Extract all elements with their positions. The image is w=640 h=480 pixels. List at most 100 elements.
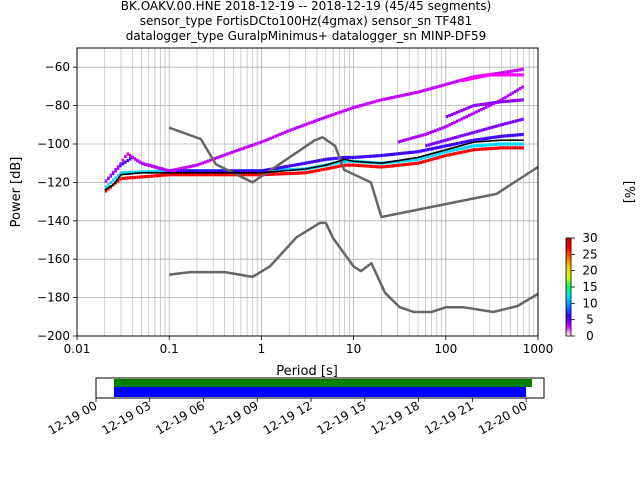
pdf-cell	[283, 130, 287, 134]
pdf-cell	[453, 120, 456, 125]
pdf-cell	[356, 104, 360, 108]
pdf-cell	[162, 169, 166, 173]
pdf-cell	[337, 111, 340, 115]
pdf-cell	[334, 111, 338, 116]
pdf-cell	[257, 141, 260, 145]
pdf-cell	[124, 154, 127, 159]
pdf-cell	[504, 95, 507, 99]
pdf-cell	[503, 73, 507, 77]
pdf-cell	[194, 163, 197, 168]
pdf-cell	[308, 170, 311, 174]
pdf-cell	[521, 132, 524, 137]
pdf-cell	[329, 113, 333, 117]
pdf-cell	[412, 150, 415, 154]
pdf-cell	[465, 106, 468, 111]
pdf-cell	[124, 176, 127, 180]
pdf-cell	[457, 109, 461, 114]
pdf-cell	[383, 165, 386, 169]
pdf-cell	[259, 173, 263, 177]
pdf-cell	[508, 73, 512, 77]
pdf-cell	[424, 159, 427, 163]
pdf-cell	[465, 139, 469, 144]
pdf-cell	[361, 155, 364, 159]
pdf-cell	[271, 172, 275, 176]
pdf-cell	[494, 146, 498, 150]
pdf-cell	[446, 124, 449, 128]
pdf-cell	[455, 147, 459, 151]
pdf-cell	[484, 143, 488, 147]
pdf-cell	[443, 144, 447, 148]
pdf-cell	[464, 78, 467, 82]
pdf-cell	[412, 158, 415, 162]
pdf-cell	[480, 143, 483, 147]
pdf-cell	[518, 133, 522, 137]
pdf-cell	[177, 167, 180, 171]
pdf-cell	[305, 170, 309, 175]
plot-frame	[76, 47, 539, 337]
pdf-cell	[397, 94, 401, 98]
pdf-cell	[334, 161, 338, 165]
pdf-cell	[368, 101, 372, 105]
pdf-cell	[371, 154, 374, 158]
pdf-cell	[237, 169, 241, 173]
pdf-cell	[434, 141, 438, 145]
pdf-cell	[213, 173, 217, 177]
colorbar: 0 5 10 15 20 25 30 [%]	[565, 181, 636, 343]
pdf-cell	[191, 173, 195, 177]
pdf-cell	[422, 160, 425, 164]
pdf-cell	[296, 125, 299, 130]
pdf-cell	[484, 105, 488, 109]
pdf-cell	[392, 164, 396, 168]
pdf-cell	[310, 169, 314, 174]
pdf-cell	[426, 154, 430, 159]
pdf-cell	[487, 104, 490, 108]
pdf-cell	[199, 169, 202, 173]
pdf-cell	[150, 174, 154, 178]
pdf-cell	[160, 173, 163, 177]
pdf-cell	[460, 78, 464, 82]
pdf-cell	[281, 168, 284, 172]
pdf-cell	[499, 98, 502, 102]
pdf-cell	[119, 171, 122, 175]
pdf-cell	[472, 144, 476, 148]
pdf-cell	[158, 169, 161, 173]
pdf-cell	[339, 110, 343, 114]
pdf-cell	[187, 169, 190, 173]
pdf-cell	[477, 103, 480, 107]
pdf-cell	[414, 150, 418, 154]
pdf-cell	[402, 93, 406, 97]
pdf-cell	[417, 157, 420, 161]
pdf-cell	[179, 173, 183, 177]
pdf-cell	[247, 173, 251, 177]
pdf-cell	[494, 124, 498, 128]
pdf-cell	[456, 135, 459, 139]
pdf-cell	[506, 121, 510, 125]
pdf-cell	[279, 165, 282, 170]
pdf-cell	[509, 69, 512, 74]
pdf-cell	[478, 129, 481, 133]
pdf-cell	[497, 123, 500, 128]
pdf-cell	[504, 142, 507, 146]
pdf-cell	[518, 146, 522, 150]
pdf-cell	[155, 165, 159, 170]
pdf-cell	[446, 149, 449, 153]
pdf-cell	[489, 146, 493, 151]
pdf-cell	[409, 162, 413, 166]
pdf-cell	[172, 168, 175, 172]
pdf-cell	[218, 169, 221, 173]
pdf-cell	[390, 164, 393, 168]
pdf-cell	[511, 73, 514, 77]
pdf-cell	[450, 112, 454, 117]
pdf-cell	[516, 142, 519, 146]
pdf-cell	[375, 99, 379, 103]
pdf-cell	[283, 165, 287, 169]
pdf-cell	[354, 163, 357, 167]
time-tick-label: 12-19 09	[207, 398, 261, 437]
pdf-cell	[407, 158, 410, 162]
pdf-cell	[427, 143, 431, 147]
pdf-cell	[230, 173, 234, 177]
pdf-cell	[240, 147, 243, 151]
pdf-cell	[366, 154, 369, 159]
pdf-cell	[308, 160, 311, 165]
pdf-cell	[385, 164, 389, 169]
